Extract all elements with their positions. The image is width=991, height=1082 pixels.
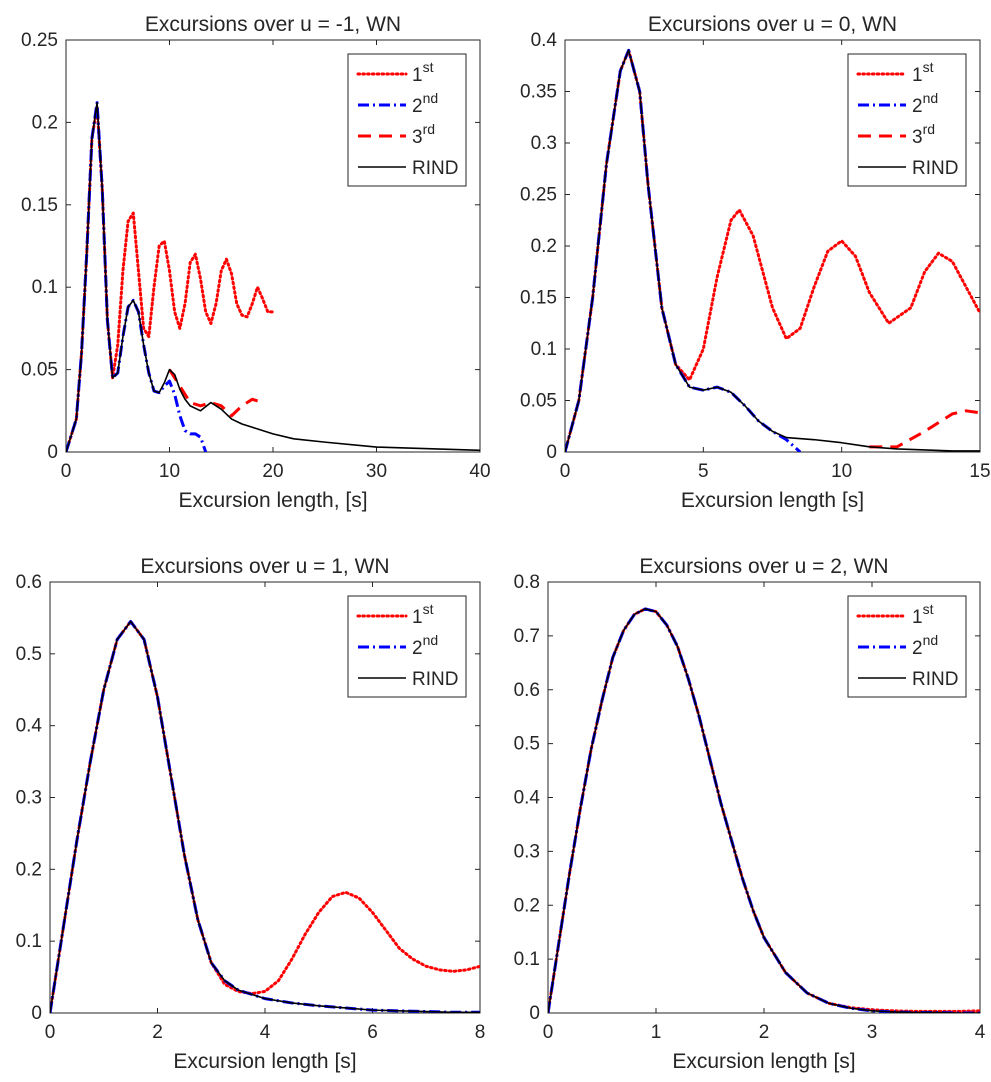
legend-label: 1st — [912, 601, 934, 628]
y-tick-label: 0.3 — [514, 841, 540, 862]
series-line-3 — [548, 608, 980, 1013]
chart-title: Excursions over u = 2, WN — [639, 555, 888, 578]
legend-label: RIND — [412, 158, 458, 179]
chart-title: Excursions over u = 0, WN — [648, 13, 897, 36]
legend-label: 1st — [412, 59, 434, 86]
y-tick-label: 0.2 — [16, 859, 42, 880]
legend-label: RIND — [912, 158, 958, 179]
subplot-1: 0 10 20 30 40 0 0.05 0.1 0.15 0.2 0.25 Excursions o… — [21, 13, 491, 512]
x-tick-label: 20 — [262, 461, 283, 482]
x-tick-label: 15 — [969, 461, 990, 482]
plot-area — [565, 48, 980, 452]
y-tick-label: 0.25 — [21, 30, 58, 51]
y-tick-label: 0.3 — [16, 788, 42, 809]
y-tick-label: 0.6 — [514, 680, 540, 701]
legend-label: 1st — [412, 601, 434, 628]
legend-label: 2nd — [412, 90, 438, 117]
legend-label: 1st — [912, 59, 934, 86]
x-axis-label: Excursion length [s] — [681, 489, 864, 512]
series-line-3 — [168, 368, 264, 418]
legend-box — [347, 53, 467, 187]
legend: 1st 2nd RIND — [847, 595, 967, 698]
x-tick-label: 40 — [469, 461, 490, 482]
x-tick-label: 6 — [367, 1022, 378, 1043]
x-axis-label: Excursion length [s] — [672, 1050, 855, 1073]
legend-label: RIND — [412, 669, 458, 690]
y-tick-label: 0.4 — [16, 716, 43, 737]
legend: 1st 2nd 3rd RIND — [347, 53, 467, 187]
y-tick-label: 0.2 — [514, 895, 540, 916]
legend-box — [847, 53, 967, 187]
y-tick-label: 0.6 — [16, 572, 42, 593]
subplot-4: 0 1 2 3 4 0 0.1 0.2 0.3 0.4 0.5 0.6 0.7 0.8 Excursions… — [514, 555, 986, 1073]
x-axis-label: Excursion length [s] — [173, 1050, 356, 1073]
y-tick-label: 0.4 — [514, 788, 541, 809]
x-tick-label: 2 — [759, 1022, 770, 1043]
x-tick-label: 3 — [867, 1022, 878, 1043]
x-tick-label: 10 — [159, 461, 180, 482]
subplot-3: 0 2 4 6 8 0 0.1 0.2 0.3 0.4 0.5 0.6 Excursions over … — [16, 555, 486, 1073]
x-tick-label: 0 — [45, 1022, 56, 1043]
x-tick-label: 5 — [698, 461, 709, 482]
legend-label: 2nd — [412, 632, 438, 659]
y-tick-label: 0 — [31, 1003, 42, 1024]
series-line-4 — [66, 101, 480, 452]
y-tick-label: 0.05 — [520, 391, 557, 412]
subplot-2: 0 5 10 15 0 0.05 0.1 0.15 0.2 0.25 0.3 0.35 0.4 Excur… — [520, 13, 991, 512]
y-tick-label: 0.05 — [21, 360, 58, 381]
x-axis-label: Excursion length, [s] — [178, 489, 367, 512]
x-tick-label: 4 — [975, 1022, 986, 1043]
y-tick-label: 0.15 — [520, 288, 557, 309]
y-tick-label: 0.2 — [531, 236, 557, 257]
plot-area — [50, 620, 480, 1013]
y-tick-label: 0 — [529, 1003, 540, 1024]
y-tick-label: 0.1 — [514, 949, 540, 970]
legend-label: 2nd — [912, 90, 938, 117]
y-tick-label: 0.15 — [21, 195, 58, 216]
legend: 1st 2nd 3rd RIND — [847, 53, 967, 187]
legend-label: RIND — [912, 669, 958, 690]
y-tick-label: 0.25 — [520, 185, 557, 206]
legend-label: 2nd — [912, 632, 938, 659]
y-tick-label: 0 — [47, 442, 58, 463]
x-tick-label: 0 — [61, 461, 72, 482]
x-tick-label: 1 — [651, 1022, 662, 1043]
series-line-3 — [869, 409, 980, 449]
chart-title: Excursions over u = 1, WN — [140, 555, 389, 578]
x-tick-label: 8 — [475, 1022, 486, 1043]
y-tick-label: 0.7 — [514, 626, 540, 647]
x-tick-label: 10 — [831, 461, 852, 482]
legend-label: 3rd — [412, 121, 435, 148]
y-tick-label: 0 — [546, 442, 557, 463]
x-tick-label: 2 — [152, 1022, 163, 1043]
y-tick-label: 0.3 — [531, 133, 557, 154]
y-tick-label: 0.5 — [16, 644, 42, 665]
y-tick-label: 0.1 — [32, 277, 58, 298]
series-line-3 — [50, 620, 480, 1013]
plot-area — [548, 607, 980, 1013]
y-tick-label: 0.1 — [16, 931, 42, 952]
x-tick-label: 0 — [560, 461, 571, 482]
y-tick-label: 0.5 — [514, 734, 540, 755]
y-tick-label: 0.35 — [520, 82, 557, 103]
y-tick-label: 0.1 — [531, 339, 557, 360]
series-line-4 — [565, 49, 980, 452]
x-tick-label: 30 — [366, 461, 387, 482]
chart-title: Excursions over u = -1, WN — [145, 13, 401, 36]
plot-area — [66, 101, 480, 452]
y-tick-label: 0.8 — [514, 572, 540, 593]
x-tick-label: 4 — [260, 1022, 271, 1043]
x-tick-label: 0 — [543, 1022, 554, 1043]
y-tick-label: 0.4 — [531, 30, 558, 51]
legend: 1st 2nd RIND — [347, 595, 467, 698]
series-line-1 — [50, 620, 480, 1013]
legend-label: 3rd — [912, 121, 935, 148]
y-tick-label: 0.2 — [32, 112, 58, 133]
